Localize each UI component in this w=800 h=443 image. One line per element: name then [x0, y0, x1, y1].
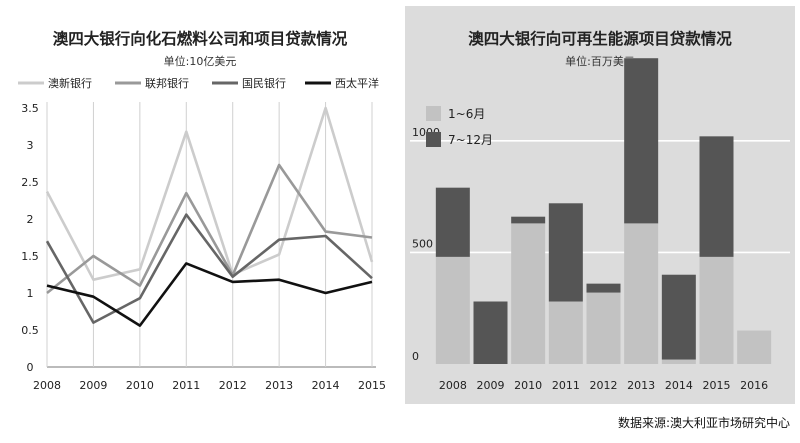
- bar-x-tick-label: 2009: [477, 379, 505, 392]
- bar-2012-1~6月: [586, 292, 621, 364]
- bar-x-tick-label: 2011: [552, 379, 580, 392]
- line-x-tick-label: 2014: [312, 379, 340, 392]
- bar-2011-1~6月: [548, 301, 583, 364]
- bar-x-tick-label: 2016: [740, 379, 768, 392]
- bar-2008-1~6月: [435, 256, 470, 364]
- bar-2014-7~12月: [661, 274, 696, 360]
- bar-2013-7~12月: [624, 58, 659, 224]
- line-x-tick-label: 2015: [358, 379, 386, 392]
- line-series-西太平洋: [46, 262, 373, 327]
- bar-x-tick-label: 2014: [665, 379, 693, 392]
- bar-2012-7~12月: [586, 283, 621, 293]
- line-x-tick-label: 2013: [265, 379, 293, 392]
- line-series-国民银行: [45, 213, 373, 324]
- line-y-tick-label: 0: [27, 361, 34, 374]
- line-y-tick-label: 3: [27, 139, 34, 152]
- line-x-tick-label: 2012: [219, 379, 247, 392]
- line-x-tick-label: 2010: [126, 379, 154, 392]
- bar-2015-1~6月: [699, 256, 734, 364]
- line-y-tick-label: 2: [27, 213, 34, 226]
- bar-legend-label: 7~12月: [448, 133, 493, 147]
- bar-x-tick-label: 2015: [703, 379, 731, 392]
- line-chart-series: [45, 106, 374, 327]
- line-x-tick-label: 2009: [79, 379, 107, 392]
- bar-2010-7~12月: [511, 216, 546, 224]
- line-x-tick-label: 2011: [172, 379, 200, 392]
- line-legend-label: 联邦银行: [145, 76, 189, 90]
- bar-2010-1~6月: [511, 223, 546, 364]
- line-chart-title: 澳四大银行向化石燃料公司和项目贷款情况: [53, 29, 348, 48]
- line-chart-subtitle: 单位:10亿美元: [164, 54, 237, 68]
- bar-y-tick-label: 0: [412, 350, 419, 363]
- bar-chart-legend: 1~6月 7~12月: [426, 106, 493, 147]
- line-chart-legend: 澳新银行 联邦银行 国民银行 西太平洋: [18, 76, 379, 90]
- source-note: 数据来源:澳大利亚市场研究中心: [618, 415, 790, 430]
- bar-x-tick-label: 2012: [590, 379, 618, 392]
- bar-x-tick-label: 2008: [439, 379, 467, 392]
- line-y-tick-label: 3.5: [21, 102, 39, 115]
- bar-2014-1~6月: [661, 359, 696, 364]
- line-series-澳新银行: [45, 106, 374, 282]
- line-legend-label: 西太平洋: [335, 76, 379, 90]
- bar-2015-7~12月: [699, 136, 734, 257]
- bar-chart-bars: [435, 58, 772, 364]
- bar-2011-7~12月: [548, 203, 583, 302]
- bar-2009-7~12月: [473, 301, 508, 364]
- line-y-tick-label: 1: [27, 287, 34, 300]
- bar-x-tick-label: 2010: [514, 379, 542, 392]
- bar-2008-7~12月: [435, 187, 470, 257]
- bar-chart-title: 澳四大银行向可再生能源项目贷款情况: [468, 29, 732, 48]
- line-y-tick-label: 1.5: [21, 250, 39, 263]
- bar-x-tick-label: 2013: [627, 379, 655, 392]
- line-legend-label: 国民银行: [242, 76, 286, 90]
- bar-2016-1~6月: [737, 330, 772, 364]
- line-x-tick-label: 2008: [33, 379, 61, 392]
- bar-legend-swatch: [426, 132, 441, 147]
- bar-2013-1~6月: [624, 223, 659, 364]
- line-y-tick-label: 0.5: [21, 324, 39, 337]
- bar-chart-subtitle: 单位:百万美元: [565, 54, 635, 68]
- line-y-tick-label: 2.5: [21, 176, 39, 189]
- line-legend-label: 澳新银行: [48, 76, 92, 90]
- bar-legend-label: 1~6月: [448, 107, 485, 121]
- line-chart-axes: 0 0.5 1 1.5 2 2.5 3 3.5 2008 2009 2010 2011 2012 2013…: [21, 102, 386, 392]
- bar-legend-swatch: [426, 106, 441, 121]
- bar-y-tick-label: 500: [412, 237, 433, 250]
- line-series-联邦银行: [46, 163, 373, 295]
